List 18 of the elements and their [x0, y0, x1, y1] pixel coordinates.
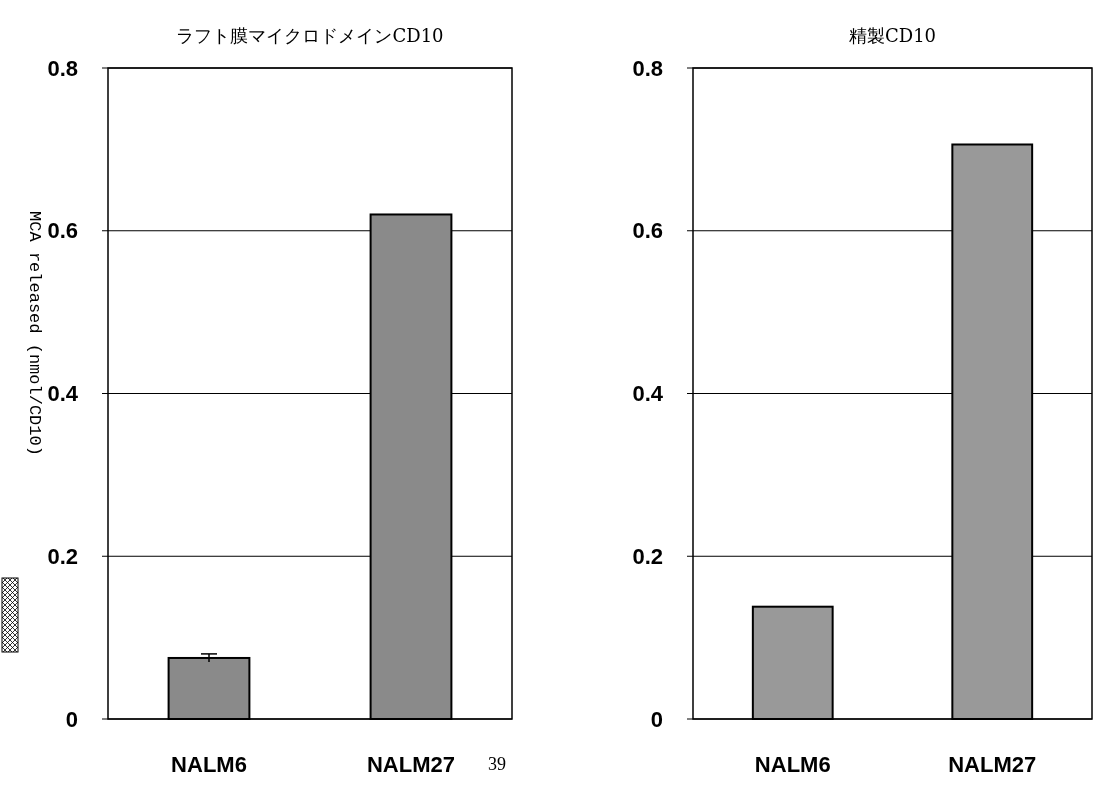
y-axis-title: MCA released (nmol/CD10) [25, 211, 44, 456]
y-tick-label: 0.6 [47, 218, 78, 244]
y-tick-label: 0 [650, 706, 663, 732]
chart-title: 精製CD10 [848, 25, 937, 46]
y-tick-label: 0.2 [47, 543, 78, 569]
y-tick-label: 0 [65, 706, 78, 732]
x-tick-label: NALM27 [948, 752, 1037, 777]
x-tick-label: NALM27 [366, 752, 456, 777]
x-tick-label: NALM6 [754, 752, 831, 777]
x-tick-label: NALM6 [171, 752, 247, 777]
text: 39 [488, 754, 506, 774]
y-tick-label: 0.4 [632, 381, 664, 407]
y-tick-label: 0.8 [632, 55, 663, 81]
y-tick-label: 0.8 [47, 55, 78, 81]
y-tick-label: 0.6 [632, 218, 663, 244]
chart-title: ラフト膜マイクロドメインCD10 [176, 25, 444, 46]
y-tick-label: 0.4 [47, 381, 79, 407]
y-tick-label: 0.2 [632, 543, 663, 569]
